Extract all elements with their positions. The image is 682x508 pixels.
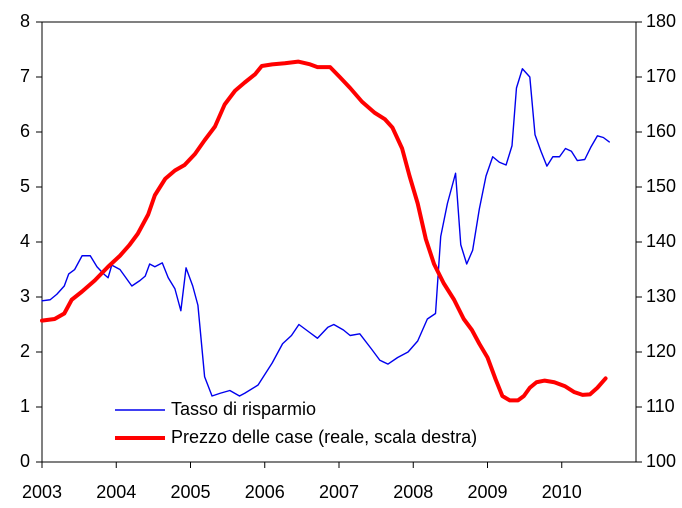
x-tick-label: 2004: [96, 482, 136, 502]
y2-tick-label: 170: [646, 66, 676, 86]
y2-tick-label: 160: [646, 121, 676, 141]
x-tick-label: 2007: [319, 482, 359, 502]
x-tick-label: 2008: [393, 482, 433, 502]
y2-tick-label: 100: [646, 451, 676, 471]
y-tick-label: 3: [20, 286, 30, 306]
y2-tick-label: 130: [646, 286, 676, 306]
x-tick-label: 2006: [245, 482, 285, 502]
y-tick-label: 1: [20, 396, 30, 416]
series-line: [41, 68, 610, 397]
x-tick-label: 2003: [22, 482, 62, 502]
y-tick-label: 5: [20, 176, 30, 196]
y-tick-label: 4: [20, 231, 30, 251]
legend-label: Tasso di risparmio: [171, 399, 316, 419]
y-tick-label: 6: [20, 121, 30, 141]
y2-tick-label: 180: [646, 11, 676, 31]
x-tick-label: 2005: [170, 482, 210, 502]
y-tick-label: 8: [20, 11, 30, 31]
y2-tick-label: 140: [646, 231, 676, 251]
y2-tick-label: 150: [646, 176, 676, 196]
x-tick-label: 2009: [467, 482, 507, 502]
y2-tick-label: 120: [646, 341, 676, 361]
y-tick-label: 2: [20, 341, 30, 361]
legend-label: Prezzo delle case (reale, scala destra): [171, 427, 477, 447]
x-tick-label: 2010: [542, 482, 582, 502]
y-tick-label: 0: [20, 451, 30, 471]
y2-tick-label: 110: [646, 396, 675, 416]
series-line: [40, 59, 608, 403]
y-tick-label: 7: [20, 66, 30, 86]
